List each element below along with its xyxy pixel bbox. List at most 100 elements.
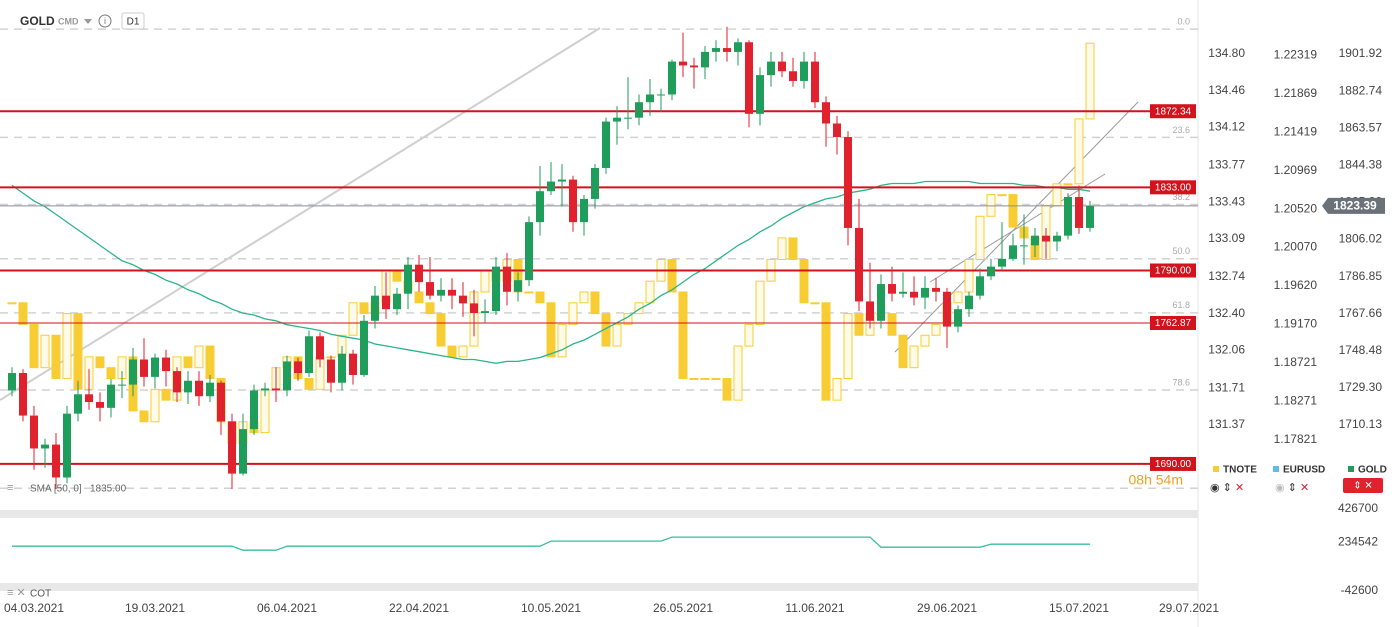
gold-candle bbox=[195, 380, 203, 397]
gold-candle bbox=[85, 394, 93, 403]
tnote-candle bbox=[590, 291, 600, 315]
gold-candle bbox=[404, 264, 412, 294]
gold-candle bbox=[514, 280, 522, 292]
tnote-candle bbox=[1063, 183, 1073, 186]
gold-candle bbox=[96, 402, 104, 408]
y-tick-label: 134.12 bbox=[1208, 120, 1245, 134]
gold-candle bbox=[580, 198, 588, 223]
tnote-candle bbox=[634, 302, 644, 315]
gold-candle bbox=[118, 384, 126, 386]
visibility-icon[interactable]: ◉ ⇕ ✕ bbox=[1275, 482, 1309, 494]
x-tick-label: 22.04.2021 bbox=[389, 601, 449, 615]
gold-candle bbox=[63, 413, 71, 478]
gold-candle bbox=[503, 266, 511, 292]
cot-line bbox=[12, 536, 1090, 551]
pane-separator bbox=[0, 583, 1198, 591]
y-tick-label: 1.19620 bbox=[1274, 278, 1318, 292]
tnote-candle bbox=[645, 280, 655, 304]
countdown: 08h 54m bbox=[1129, 472, 1183, 488]
gold-candle bbox=[624, 117, 632, 119]
legend-label[interactable]: TNOTE bbox=[1223, 465, 1257, 476]
gold-candle bbox=[437, 289, 445, 296]
gold-candle bbox=[151, 357, 159, 377]
gold-candle bbox=[327, 359, 335, 383]
dropdown-icon[interactable] bbox=[84, 19, 92, 24]
menu-icon[interactable]: ≡ ✕ bbox=[7, 587, 26, 599]
y-tick-label: 1863.57 bbox=[1339, 120, 1383, 134]
info-icon[interactable] bbox=[98, 14, 112, 28]
gold-controls[interactable] bbox=[1343, 478, 1383, 493]
legend-swatch bbox=[1273, 466, 1279, 472]
tnote-candle bbox=[799, 259, 809, 304]
y-tick-label: 134.80 bbox=[1208, 46, 1245, 60]
level-box bbox=[1150, 315, 1196, 330]
gold-candle bbox=[393, 293, 401, 310]
gold-candle bbox=[8, 373, 16, 391]
legend-label[interactable]: EURUSD bbox=[1283, 465, 1325, 476]
level-label: 1833.00 bbox=[1155, 182, 1192, 193]
y-tick-label: 1.19170 bbox=[1274, 317, 1318, 331]
tnote-candle bbox=[194, 345, 204, 369]
fib-label: 78.6 bbox=[1172, 377, 1190, 387]
tnote-candle bbox=[909, 345, 919, 369]
gold-candle bbox=[162, 357, 170, 372]
gold-candle bbox=[811, 61, 819, 103]
tnote-candle bbox=[777, 237, 787, 261]
y-tick-label: -42600 bbox=[1341, 583, 1379, 597]
x-tick-label: 29.06.2021 bbox=[917, 601, 977, 615]
gold-candle bbox=[899, 291, 907, 294]
last-price-label: 1823.39 bbox=[1333, 199, 1377, 213]
tnote-candle bbox=[139, 410, 149, 423]
y-tick-label: 132.74 bbox=[1208, 269, 1245, 283]
gold-candle bbox=[800, 61, 808, 81]
gold-candle bbox=[602, 121, 610, 168]
y-tick-label: 1901.92 bbox=[1339, 46, 1383, 60]
gold-candle bbox=[492, 266, 500, 312]
y-tick-label: 133.77 bbox=[1208, 158, 1245, 172]
gold-candle bbox=[74, 394, 82, 414]
gold-candle bbox=[701, 51, 709, 68]
legend-label[interactable]: GOLD bbox=[1358, 465, 1387, 476]
gold-candle bbox=[107, 384, 115, 408]
level-label: 1762.87 bbox=[1155, 318, 1192, 329]
tnote-candle bbox=[689, 378, 699, 381]
menu-icon[interactable]: ≡ bbox=[7, 482, 13, 494]
tnote-candle bbox=[722, 378, 732, 401]
y-tick-label: 1.18271 bbox=[1274, 393, 1318, 407]
tnote-candle bbox=[810, 302, 820, 305]
tnote-candle bbox=[546, 302, 556, 358]
visibility-icon[interactable]: ◉ ⇕ ✕ bbox=[1210, 482, 1244, 494]
gold-candle bbox=[569, 179, 577, 223]
x-tick-label: 19.03.2021 bbox=[125, 601, 185, 615]
legend-swatch bbox=[1348, 466, 1354, 472]
gold-candle bbox=[536, 191, 544, 223]
tnote-candle bbox=[612, 323, 622, 347]
interval-box[interactable] bbox=[121, 12, 145, 30]
gold-candle bbox=[459, 295, 467, 304]
gold-candle bbox=[679, 61, 687, 66]
symbol[interactable]: GOLD bbox=[20, 14, 55, 28]
tnote-candle bbox=[931, 323, 941, 336]
gold-candle bbox=[305, 336, 313, 374]
gold-candle bbox=[415, 264, 423, 283]
tnote-candle bbox=[414, 291, 424, 304]
tnote-candle bbox=[733, 345, 743, 401]
level-label: 1790.00 bbox=[1155, 266, 1192, 277]
level-label: 1872.34 bbox=[1155, 106, 1192, 117]
gold-candle bbox=[888, 284, 896, 294]
tnote-candle bbox=[601, 313, 611, 347]
gold-candle bbox=[250, 390, 258, 430]
tnote-candle bbox=[788, 237, 798, 261]
gold-candle bbox=[382, 295, 390, 310]
gold-candle bbox=[228, 421, 236, 474]
y-tick-label: 1710.13 bbox=[1339, 417, 1383, 431]
gold-candle bbox=[349, 353, 357, 375]
y-tick-label: 234542 bbox=[1338, 535, 1378, 549]
gold-candle bbox=[690, 65, 698, 68]
tnote-candle bbox=[997, 194, 1007, 197]
y-tick-label: 1748.48 bbox=[1339, 343, 1383, 357]
x-tick-label: 11.06.2021 bbox=[785, 601, 844, 615]
gold-candle bbox=[822, 102, 830, 124]
y-tick-label: 1844.38 bbox=[1339, 157, 1383, 171]
tnote-candle bbox=[1085, 42, 1095, 120]
